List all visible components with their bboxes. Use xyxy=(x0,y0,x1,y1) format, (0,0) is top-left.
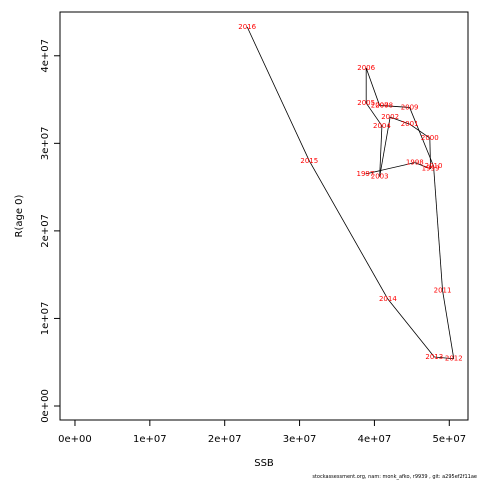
trajectory-segment xyxy=(308,160,389,300)
year-label: 2006 xyxy=(357,64,375,72)
year-label: 1998 xyxy=(406,159,424,167)
caption: stockassessment.org, nam: monk_afko, r99… xyxy=(312,474,477,480)
y-tick-label: 1e+07 xyxy=(40,302,51,336)
year-label: 2013 xyxy=(425,353,443,361)
trajectory-segment xyxy=(365,67,381,106)
year-label: 2009 xyxy=(401,103,419,111)
trajectory-segment xyxy=(442,290,455,359)
year-label: 2016 xyxy=(238,23,256,31)
year-label: 2014 xyxy=(379,295,397,303)
x-axis-label: SSB xyxy=(254,458,274,469)
year-label: 2015 xyxy=(300,157,318,165)
sr-series xyxy=(246,26,455,360)
y-tick-label: 2e+07 xyxy=(40,214,51,248)
year-label: 2005 xyxy=(357,99,375,107)
year-label: 2012 xyxy=(445,355,463,363)
y-tick-label: 3e+07 xyxy=(40,127,51,161)
year-label: 2000 xyxy=(421,134,439,142)
x-tick-label: 5e+07 xyxy=(432,434,466,445)
year-label: 2001 xyxy=(401,120,419,128)
year-label: 2004 xyxy=(373,122,391,130)
trajectory-segment xyxy=(390,116,410,125)
y-tick-label: 4e+07 xyxy=(40,39,51,73)
y-tick-label: 0e+00 xyxy=(40,389,51,423)
trajectory-segment xyxy=(365,102,383,127)
x-tick-label: 2e+07 xyxy=(208,434,242,445)
year-label: 2011 xyxy=(434,286,452,294)
x-tick-label: 4e+07 xyxy=(358,434,392,445)
trajectory-segment xyxy=(379,116,391,177)
y-axis-label: R(age 0) xyxy=(14,194,25,237)
year-label: 2002 xyxy=(381,113,399,121)
trajectory-segment xyxy=(387,298,435,358)
trajectory-segment xyxy=(414,162,431,170)
year-label: 1997 xyxy=(357,170,375,178)
trajectory-segment xyxy=(409,123,431,139)
trajectory-segment xyxy=(434,356,454,360)
year-label: 2007 xyxy=(371,102,389,110)
trajectory-segment xyxy=(246,26,310,162)
year-label: 1999 xyxy=(422,165,440,173)
x-axis: 0e+00 1e+07 2e+07 3e+07 4e+07 5e+07 xyxy=(58,419,466,445)
trajectory-segment xyxy=(365,162,415,175)
trajectory-segment xyxy=(429,138,431,169)
trajectory-segment xyxy=(379,125,383,177)
year-label: 2003 xyxy=(371,173,389,181)
trajectory-segment xyxy=(433,166,443,291)
year-label: 2010 xyxy=(425,162,443,170)
trajectory-segment xyxy=(384,105,410,108)
x-tick-label: 3e+07 xyxy=(283,434,317,445)
x-tick-label: 0e+00 xyxy=(58,434,92,445)
trajectory-segment xyxy=(409,107,434,167)
year-label: 2008 xyxy=(375,102,393,110)
x-tick-label: 1e+07 xyxy=(133,434,167,445)
y-axis: 0e+00 1e+07 2e+07 3e+07 4e+07 xyxy=(40,39,61,423)
